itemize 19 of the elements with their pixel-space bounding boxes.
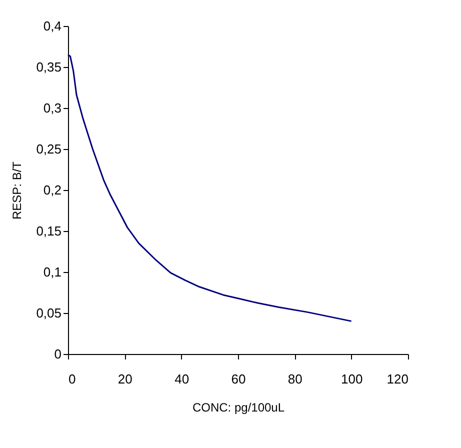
y-axis-title: RESP: B/T [10,160,24,220]
x-tick-label: 80 [288,372,302,386]
x-tick-label: 0 [68,372,76,386]
y-tick-label: 0,3 [43,100,62,116]
x-tick-label: 60 [231,372,246,386]
y-tick-label: 0,35 [36,60,62,74]
x-tick-label: 20 [118,372,132,386]
y-tick-label: 0 [54,346,62,362]
x-tick-label: 120 [386,372,408,386]
y-tick-label: 0,15 [36,224,62,238]
line-series [67,54,352,322]
y-tick-label: 0,25 [36,142,62,156]
y-tick-label: 0,2 [43,182,62,198]
y-tick-label: 0,4 [43,18,62,34]
x-tick-label: 40 [174,372,190,386]
x-axis-title: CONC: pg/100uL [192,400,285,414]
x-tick-label: 100 [340,372,363,386]
y-tick-label: 0,1 [43,264,62,280]
y-tick-label: 0,05 [36,306,62,320]
